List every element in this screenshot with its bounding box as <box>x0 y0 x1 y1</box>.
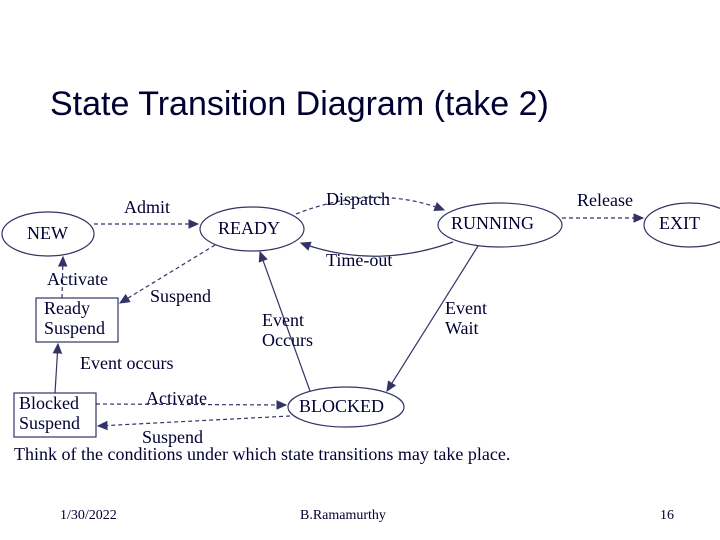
label-activate2: Activate <box>146 388 207 409</box>
footer-author: B.Ramamurthy <box>300 508 386 524</box>
label-release: Release <box>577 190 633 211</box>
label-suspend1: Suspend <box>150 286 211 307</box>
label-timeout: Time-out <box>326 250 392 271</box>
caption: Think of the conditions under which stat… <box>14 444 510 465</box>
label-ready: READY <box>218 218 280 239</box>
label-dispatch: Dispatch <box>326 189 390 210</box>
footer-date: 1/30/2022 <box>60 508 117 524</box>
label-event-occurs-box-2: Occurs <box>262 330 313 351</box>
label-exit: EXIT <box>659 213 700 234</box>
label-ready-suspend-1: Ready <box>44 298 90 319</box>
label-event-occurs-box-1: Event <box>262 310 304 331</box>
label-blocked-suspend-1: Blocked <box>19 393 79 414</box>
label-ready-suspend-2: Suspend <box>44 318 105 339</box>
label-running: RUNNING <box>451 213 534 234</box>
label-new: NEW <box>27 223 68 244</box>
edge-suspend-bs <box>98 416 290 426</box>
label-event-wait-2: Wait <box>445 318 479 339</box>
label-activate1: Activate <box>47 269 108 290</box>
label-event-wait-1: Event <box>445 298 487 319</box>
label-admit: Admit <box>124 197 170 218</box>
footer-page: 16 <box>660 508 674 524</box>
label-blocked: BLOCKED <box>299 396 384 417</box>
label-blocked-suspend-2: Suspend <box>19 413 80 434</box>
label-event-occurs-left: Event occurs <box>80 353 173 374</box>
edge-event-occurs-bs <box>55 344 58 393</box>
